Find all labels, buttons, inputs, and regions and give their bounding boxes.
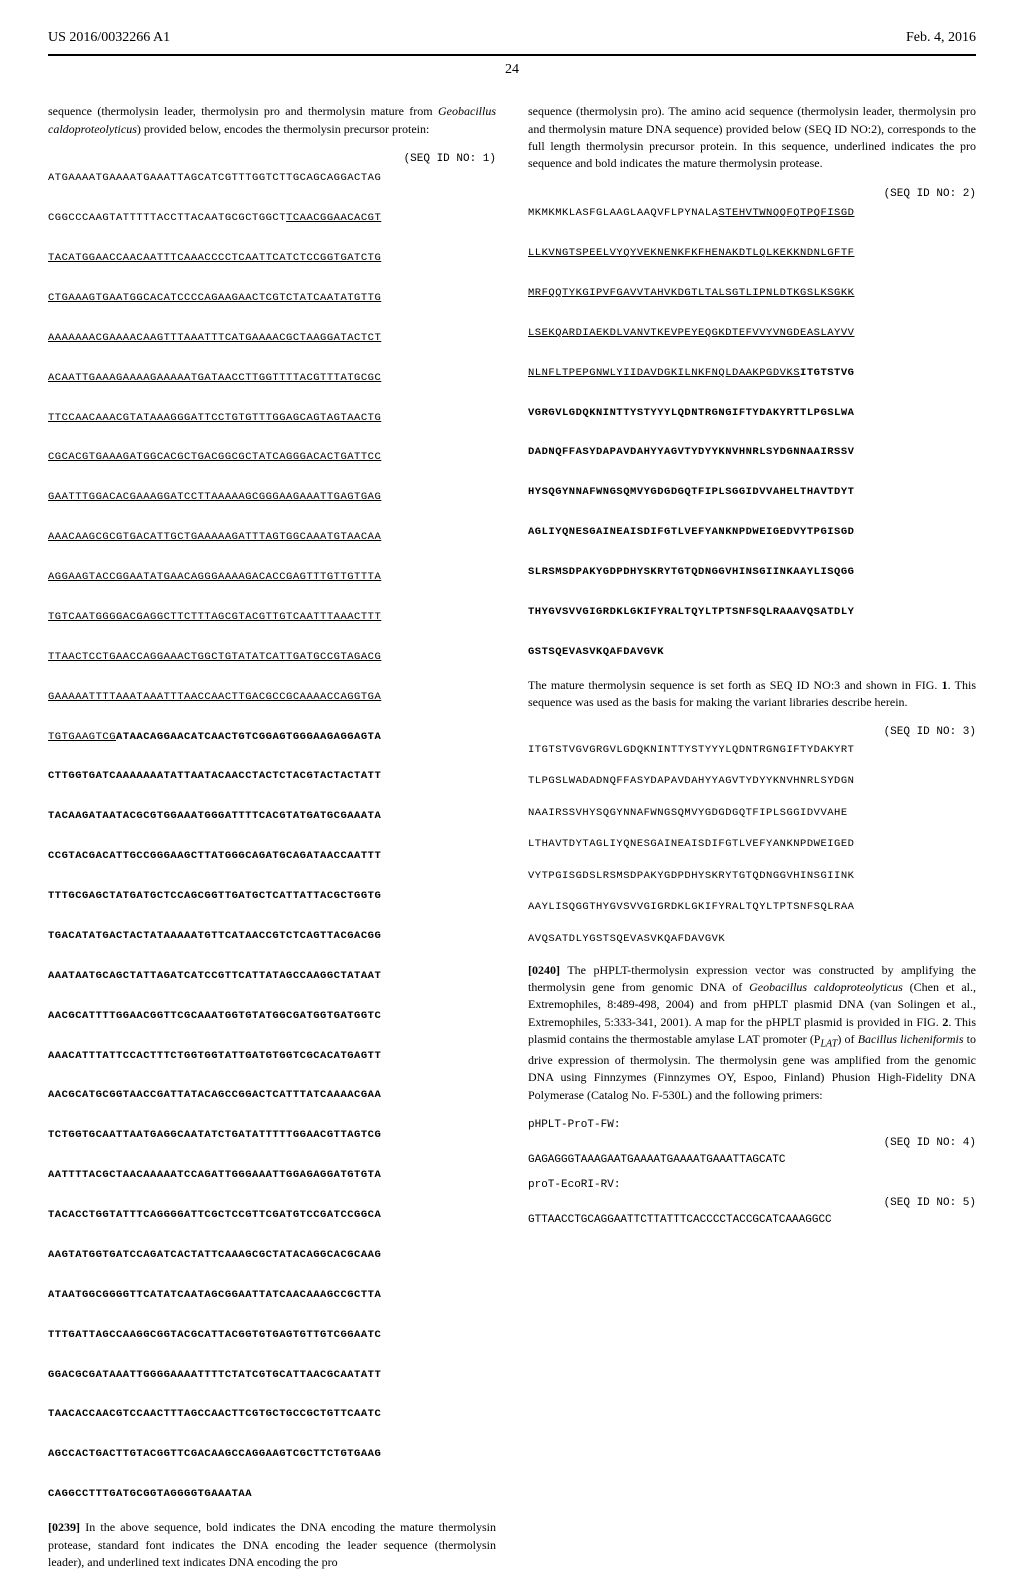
intro-text: sequence (thermolysin leader, thermolysi… — [48, 104, 438, 118]
primer2-name: proT-EcoRI-RV: — [528, 1178, 976, 1193]
seq1-block: ATGAAAATGAAAATGAAATTAGCATCGTTTGGTCTTGCAG… — [48, 169, 496, 1505]
left-intro-para: sequence (thermolysin leader, thermolysi… — [48, 103, 496, 138]
seq1-label: (SEQ ID NO: 1) — [48, 152, 496, 167]
primer2-label: (SEQ ID NO: 5) — [528, 1196, 976, 1211]
seq2-underline: STEHVTWNQQFQTPQFISGD LLKVNGTSPEELVYQYVEK… — [528, 207, 854, 379]
page-number: 24 — [48, 60, 976, 80]
seq2-block: MKMKMKLASFGLAAGLAAQVFLPYNALASTEHVTWNQQFQ… — [528, 204, 976, 663]
seq3-block: ITGTSTVGVGRGVLGDQKNINTTYSTYYYLQDNTRGNGIF… — [528, 743, 976, 948]
species-2: Bacillus licheniformis — [858, 1032, 964, 1046]
mature-text: The mature thermolysin sequence is set f… — [528, 678, 942, 692]
seq3-label: (SEQ ID NO: 3) — [528, 725, 976, 740]
primer1-label: (SEQ ID NO: 4) — [528, 1136, 976, 1151]
p4: ) of — [837, 1032, 857, 1046]
primer1-name: pHPLT-ProT-FW: — [528, 1118, 976, 1133]
page-header: US 2016/0032266 A1 Feb. 4, 2016 — [48, 28, 976, 48]
header-rule — [48, 54, 976, 56]
para-0240: [0240] The pHPLT-thermolysin expression … — [528, 962, 976, 1105]
right-intro-para: sequence (thermolysin pro). The amino ac… — [528, 103, 976, 173]
right-column: sequence (thermolysin pro). The amino ac… — [528, 103, 976, 1585]
para-text: In the above sequence, bold indicates th… — [48, 1520, 496, 1569]
sub: LAT — [821, 1039, 838, 1050]
seq2-plain: MKMKMKLASFGLAAGLAAQVFLPYNALA — [528, 207, 718, 219]
left-column: sequence (thermolysin leader, thermolysi… — [48, 103, 496, 1585]
para-0239: [0239] In the above sequence, bold indic… — [48, 1519, 496, 1571]
intro-text-2: ) provided below, encodes the thermolysi… — [137, 122, 429, 136]
para-num: [0239] — [48, 1520, 80, 1534]
seq1-underline: TCAACGGAACACGT TACATGGAACCAACAATTTCAAACC… — [48, 212, 381, 742]
seq2-label: (SEQ ID NO: 2) — [528, 187, 976, 202]
publication-number: US 2016/0032266 A1 — [48, 28, 170, 48]
primer2-seq: GTTAACCTGCAGGAATTCTTATTTCACCCCTACCGCATCA… — [528, 1213, 976, 1228]
seq2-bold: ITGTSTVG VGRGVLGDQKNINTTYSTYYYLQDNTRGNGI… — [528, 367, 854, 658]
seq1-bold: ATAACAGGAACATCAACTGTCGGAGTGGGAAGAGGAGTA … — [48, 731, 381, 1501]
primer1-seq: GAGAGGGTAAAGAATGAAAATGAAAATGAAATTAGCATC — [528, 1153, 976, 1168]
mature-para: The mature thermolysin sequence is set f… — [528, 677, 976, 712]
species-1: Geobacillus caldoproteolyticus — [749, 980, 903, 994]
content-columns: sequence (thermolysin leader, thermolysi… — [48, 103, 976, 1585]
para-num: [0240] — [528, 963, 560, 977]
publication-date: Feb. 4, 2016 — [906, 28, 976, 48]
